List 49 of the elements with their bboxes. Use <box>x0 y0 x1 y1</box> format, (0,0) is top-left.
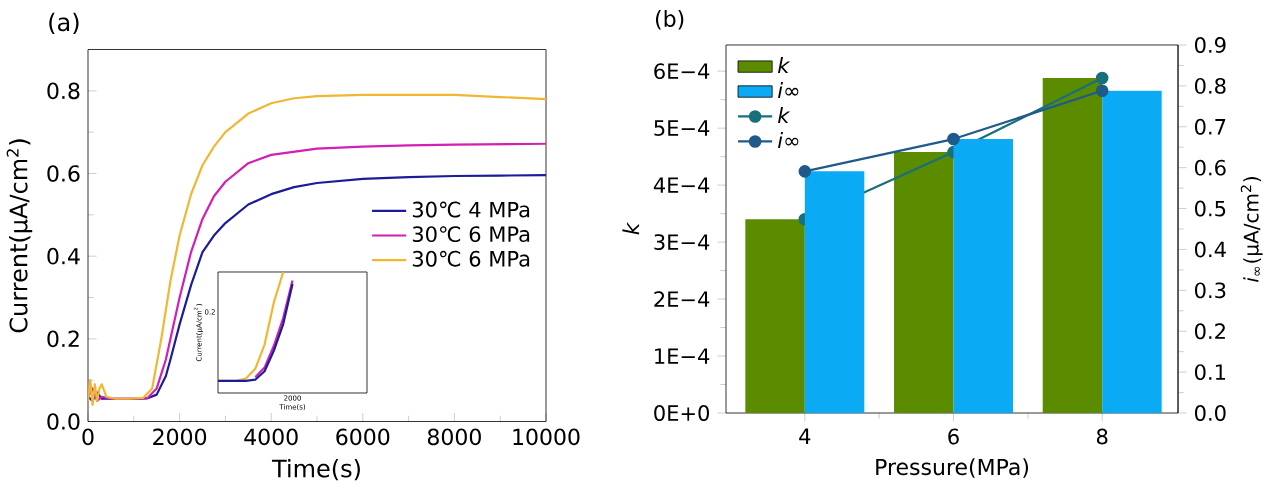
x-tick-label: 6 <box>948 428 959 445</box>
x-tick-label: 10000 <box>513 428 580 446</box>
y-tick-label: 3E−4 <box>654 234 710 251</box>
y2-tick-label: 0.7 <box>1195 118 1226 135</box>
y-axis-title: k <box>622 221 640 235</box>
x-tick-label: 8 <box>1096 428 1108 445</box>
y2-tick-label: 0.8 <box>1195 77 1226 94</box>
y2-axis-title: i$_{∞}$(μA/cm$^{2}$) <box>1240 177 1263 282</box>
x-tick-label: 0 <box>82 428 94 446</box>
y2-tick-label: 0.5 <box>1195 200 1226 217</box>
legend-label: 30℃ 4 MPa <box>412 201 530 218</box>
y-tick-label: 2E−4 <box>654 291 710 307</box>
y2-tick-label: 0.6 <box>1195 159 1226 176</box>
y-tick-label: 6E−4 <box>654 63 710 80</box>
y2-tick-label: 0.2 <box>1195 323 1225 340</box>
y2-tick-label: 0.1 <box>1195 364 1226 381</box>
y-tick-label: 0.8 <box>47 82 80 100</box>
legend-label: k <box>778 107 791 123</box>
legend-label: k <box>778 57 791 74</box>
x-axis-title: Time(s) <box>271 458 360 481</box>
y-tick-label: 0.4 <box>47 247 80 265</box>
x-tick-label: 2000 <box>153 428 207 446</box>
y2-tick-label: 0.9 <box>1195 37 1226 53</box>
x-tick-label: 8000 <box>427 428 481 446</box>
y-axis-title: Current(μA/cm$^{2}$) <box>6 139 33 333</box>
chart-title: (a) <box>49 12 79 35</box>
y-tick-label: 0.0 <box>47 413 80 430</box>
legend-label: 30℃ 6 MPa <box>412 226 530 243</box>
y2-tick-label: 0.3 <box>1195 282 1226 299</box>
y-tick-label: 0E+0 <box>654 405 709 421</box>
point <box>798 165 812 178</box>
chart-title: (b) <box>655 9 684 30</box>
y2-tick-label: 0.4 <box>1195 241 1226 258</box>
x-tick-label: 4000 <box>244 428 298 446</box>
legend-label: 30℃ 6 MPa <box>412 250 530 267</box>
point <box>947 132 960 146</box>
y-tick-label: 0.2 <box>47 330 79 348</box>
y2-tick-label: 0.0 <box>1195 405 1226 421</box>
y-tick-label: 0.6 <box>47 165 80 182</box>
point <box>1095 71 1109 85</box>
x-axis-title: Pressure(MPa) <box>876 458 1029 478</box>
point <box>1095 84 1109 98</box>
y-tick-label: 1E−4 <box>655 348 710 364</box>
y-tick-label: 5E−4 <box>654 120 710 136</box>
x-tick-label: 6000 <box>336 428 390 446</box>
y-tick-label: 4E−4 <box>653 177 710 193</box>
legend-label: i∞ <box>778 82 799 98</box>
legend-label: i∞ <box>778 131 799 148</box>
x-tick-label: 4 <box>799 428 811 444</box>
